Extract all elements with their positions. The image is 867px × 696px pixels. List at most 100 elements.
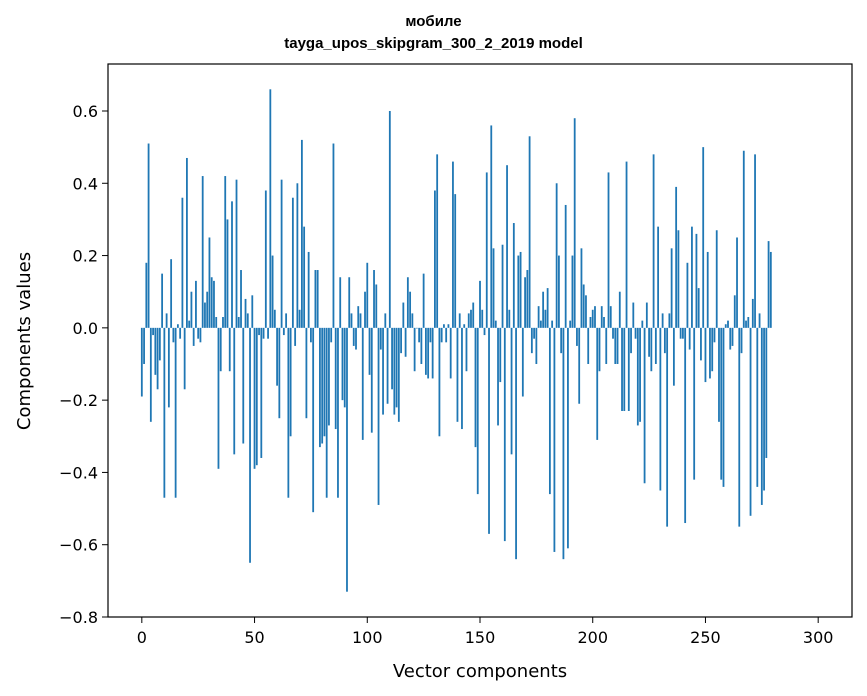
x-axis-ticks: 0 50 100 150 200 250 300: [137, 617, 833, 647]
bar-53: [260, 327, 263, 458]
bar-62: [280, 179, 283, 328]
bar-253: [711, 327, 714, 372]
bar-30: [208, 237, 211, 328]
bar-247: [697, 288, 700, 328]
bar-47: [246, 313, 249, 328]
bar-203: [598, 327, 601, 372]
bar-64: [285, 313, 288, 328]
bar-200: [591, 309, 594, 328]
bar-265: [738, 327, 741, 527]
bar-102: [370, 327, 373, 433]
bar-186: [560, 327, 563, 354]
bar-241: [684, 327, 687, 524]
bar-278: [767, 241, 770, 328]
x-tick-label-250: 250: [690, 628, 721, 647]
bar-232: [663, 327, 666, 354]
bar-137: [449, 327, 452, 379]
bar-139: [454, 194, 457, 328]
bar-182: [551, 320, 554, 328]
bar-13: [170, 259, 173, 328]
bar-187: [562, 327, 565, 560]
bar-237: [675, 186, 678, 328]
bar-32: [213, 280, 215, 328]
bar-223: [643, 327, 646, 484]
bar-50: [253, 327, 256, 469]
bar-41: [233, 327, 236, 455]
bar-236: [672, 327, 675, 386]
bar-100: [366, 262, 369, 328]
bar-74: [307, 251, 310, 328]
bar-274: [758, 313, 761, 328]
bar-234: [668, 313, 671, 328]
bar-87: [337, 327, 339, 498]
bar-38: [226, 219, 229, 328]
bar-123: [418, 327, 421, 343]
bar-134: [443, 324, 445, 328]
bar-43: [237, 317, 240, 328]
bar-31: [210, 277, 213, 328]
y-tick-label-2: −0.4: [59, 463, 98, 482]
bar-98: [361, 327, 364, 440]
bar-69: [296, 183, 299, 328]
x-tick-label-100: 100: [352, 628, 383, 647]
bar-106: [379, 327, 382, 350]
bar-169: [521, 327, 524, 397]
bar-155: [490, 125, 493, 328]
bar-33: [215, 317, 218, 328]
bar-77: [314, 270, 317, 328]
bar-40: [231, 201, 233, 328]
bar-215: [625, 161, 628, 328]
bar-101: [368, 327, 371, 375]
bar-42: [235, 179, 238, 328]
bar-56: [267, 327, 269, 339]
bar-116: [402, 302, 405, 328]
bar-173: [530, 327, 533, 354]
bar-271: [751, 298, 754, 328]
bar-8: [158, 327, 161, 361]
bar-264: [736, 237, 738, 328]
bar-273: [756, 327, 759, 487]
bar-119: [409, 291, 412, 328]
bar-15: [174, 327, 177, 498]
bar-183: [553, 327, 556, 552]
bar-239: [679, 327, 682, 339]
bar-52: [258, 327, 260, 336]
bar-58: [271, 255, 274, 328]
bar-23: [192, 327, 195, 346]
bar-1: [143, 327, 145, 364]
bar-260: [727, 320, 729, 328]
bar-181: [548, 327, 551, 495]
bar-73: [305, 327, 308, 419]
bar-272: [754, 154, 756, 328]
bar-12: [167, 327, 170, 408]
bar-235: [670, 248, 673, 328]
bar-19: [183, 327, 186, 390]
bar-94: [352, 327, 355, 346]
bar-131: [436, 154, 439, 328]
bar-255: [715, 230, 718, 328]
bar-117: [404, 327, 407, 357]
bar-269: [747, 317, 750, 328]
bar-79: [319, 327, 321, 448]
bar-220: [636, 327, 639, 426]
bar-263: [733, 295, 736, 328]
bar-165: [512, 223, 515, 328]
bar-95: [355, 327, 357, 350]
bar-90: [343, 327, 346, 408]
bar-218: [632, 302, 635, 328]
bar-145: [467, 313, 470, 328]
bar-75: [310, 327, 312, 343]
bar-97: [359, 313, 362, 328]
bar-109: [386, 327, 389, 404]
bar-207: [607, 172, 610, 328]
bar-65: [287, 327, 290, 498]
bar-20: [186, 157, 188, 328]
bar-17: [179, 327, 182, 339]
bar-206: [605, 327, 608, 364]
bar-170: [524, 277, 526, 328]
bar-163: [508, 309, 511, 328]
bar-92: [348, 277, 351, 328]
bar-226: [650, 327, 653, 372]
bars-group: [140, 89, 772, 592]
